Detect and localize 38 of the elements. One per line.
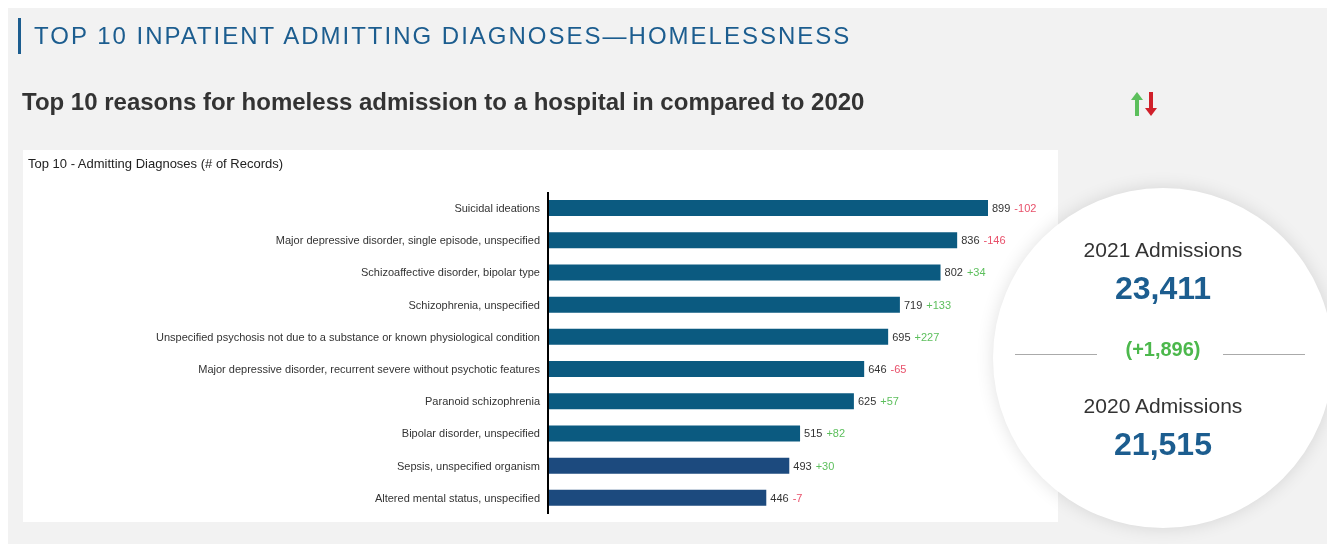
bar xyxy=(548,457,790,474)
chart-title: TOP 10 INPATIENT ADMITTING DIAGNOSES—HOMELESSNESS xyxy=(34,22,852,50)
data-label: 802 +34 xyxy=(944,266,986,279)
data-label: 493 +30 xyxy=(793,459,835,472)
bar xyxy=(548,425,801,442)
bar xyxy=(548,489,767,506)
y-tick-label: Sepsis, unspecified organism xyxy=(396,459,540,472)
y-tick-label: Suicidal ideations xyxy=(454,202,541,215)
bar xyxy=(548,296,900,313)
bar xyxy=(548,328,889,345)
y-tick-label: Schizophrenia, unspecified xyxy=(408,298,540,311)
data-label: 719 +133 xyxy=(903,298,952,311)
y-tick-label: Major depressive disorder, single episode, unspecified xyxy=(275,234,540,247)
data-label: 695 +227 xyxy=(892,330,940,343)
data-label: 646 -65 xyxy=(868,363,907,376)
bar xyxy=(548,393,854,410)
text: Top 10 - Admitting Diagnoses (# of Records) xyxy=(28,156,284,171)
text: (+1,896) xyxy=(1124,338,1202,361)
y-tick-label: Altered mental status, unspecified xyxy=(374,491,540,504)
y-tick-label: Bipolar disorder, unspecified xyxy=(401,427,540,440)
data-label: 899 -102 xyxy=(992,202,1037,215)
chart-subtitle: Top 10 reasons for homeless admission to a hospital in compared to 2020 xyxy=(22,88,865,116)
text: 21,515 xyxy=(1113,426,1213,463)
text: 2020 Admissions xyxy=(1082,394,1244,418)
y-tick-label: Schizoaffective disorder, bipolar type xyxy=(361,266,540,279)
y-tick-label: Paranoid schizophrenia xyxy=(425,395,541,408)
y-tick-label: Major depressive disorder, recurrent severe without psychotic features xyxy=(198,363,541,376)
text: 23,411 xyxy=(1113,270,1213,307)
y-tick-label: Unspecified psychosis not due to a substance or known physiological condition xyxy=(155,330,540,343)
bar xyxy=(548,361,865,378)
bar xyxy=(548,232,958,249)
bar xyxy=(548,200,988,217)
bar xyxy=(548,264,941,281)
text: 2021 Admissions xyxy=(1083,238,1243,261)
data-label: 836 -146 xyxy=(961,234,1006,247)
data-label: 515 +82 xyxy=(804,427,846,440)
data-label: 446 -7 xyxy=(770,491,803,504)
data-label: 625 +57 xyxy=(857,395,899,408)
